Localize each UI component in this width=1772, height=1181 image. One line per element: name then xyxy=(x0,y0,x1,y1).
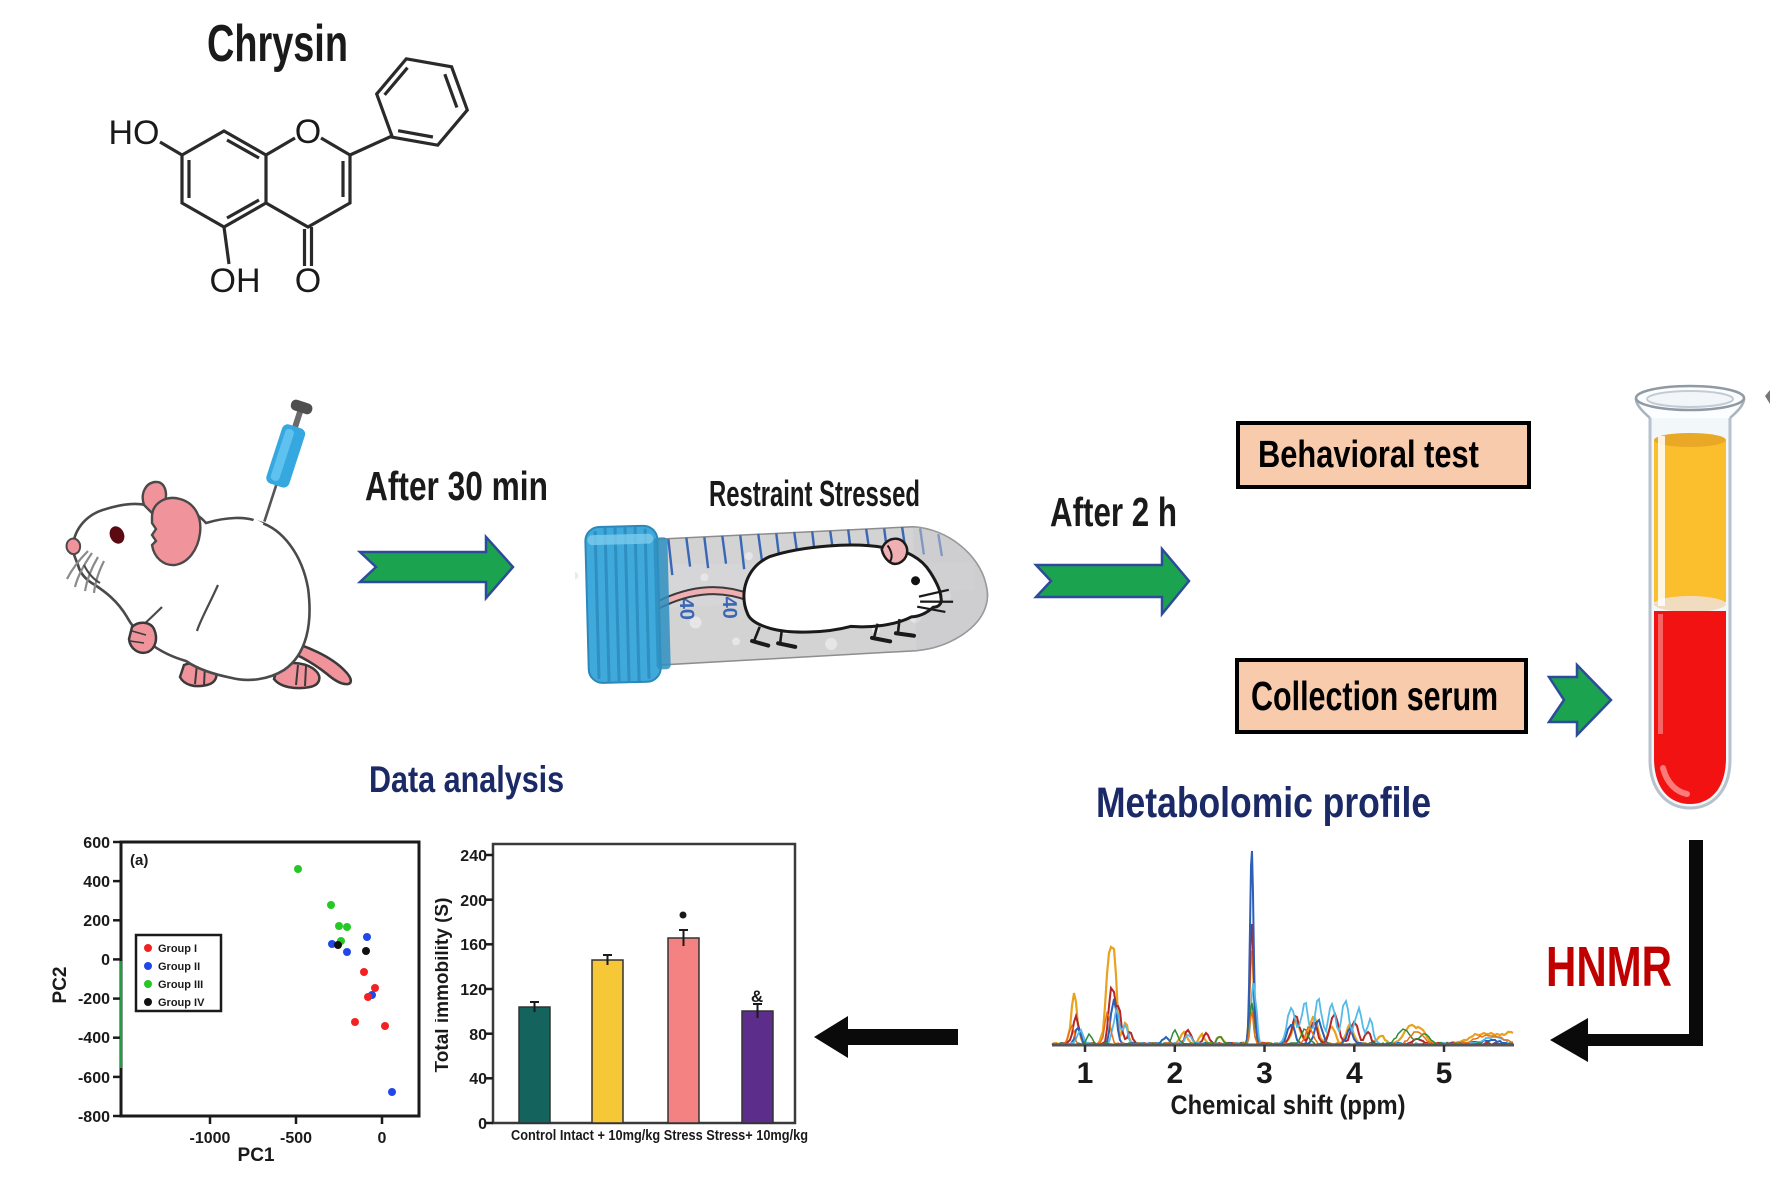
svg-text:4: 4 xyxy=(1346,1057,1363,1090)
svg-text:-1000: -1000 xyxy=(190,1130,231,1147)
svg-text:120: 120 xyxy=(460,982,487,999)
svg-text:600: 600 xyxy=(83,835,110,852)
svg-text:Control Intact + 10mg/kg Stres: Control Intact + 10mg/kg Stress Stress+ … xyxy=(511,1128,808,1144)
svg-text:Group IV: Group IV xyxy=(158,997,205,1009)
svg-text:2: 2 xyxy=(1166,1057,1183,1090)
svg-text:Group III: Group III xyxy=(158,979,203,991)
svg-text:PC1: PC1 xyxy=(238,1145,275,1166)
svg-text:200: 200 xyxy=(83,913,110,930)
svg-text:-500: -500 xyxy=(280,1130,312,1147)
svg-text:-400: -400 xyxy=(78,1030,110,1047)
svg-text:200: 200 xyxy=(460,893,487,910)
svg-text:Group II: Group II xyxy=(158,961,200,973)
svg-text:40: 40 xyxy=(675,597,698,620)
svg-text:0: 0 xyxy=(378,1130,387,1147)
svg-text:0: 0 xyxy=(101,952,110,969)
svg-text:40: 40 xyxy=(718,596,741,619)
svg-text:80: 80 xyxy=(469,1027,487,1044)
svg-text:40: 40 xyxy=(469,1071,487,1088)
svg-text:-600: -600 xyxy=(78,1070,110,1087)
svg-text:(a): (a) xyxy=(130,852,148,869)
svg-text:PC2: PC2 xyxy=(50,967,71,1004)
svg-text:0: 0 xyxy=(478,1116,487,1133)
svg-text:5: 5 xyxy=(1436,1057,1453,1090)
svg-text:O: O xyxy=(295,262,321,300)
svg-text:OH: OH xyxy=(210,262,261,300)
svg-text:400: 400 xyxy=(83,874,110,891)
svg-text:Chemical shift (ppm): Chemical shift (ppm) xyxy=(1171,1090,1406,1120)
svg-text:-200: -200 xyxy=(78,991,110,1008)
svg-text:Group I: Group I xyxy=(158,943,197,955)
svg-text:1: 1 xyxy=(1077,1057,1094,1090)
svg-text:Total immobility (S): Total immobility (S) xyxy=(435,898,453,1073)
svg-text:-800: -800 xyxy=(78,1109,110,1126)
svg-text:240: 240 xyxy=(460,848,487,865)
svg-text:160: 160 xyxy=(460,937,487,954)
svg-text:3: 3 xyxy=(1256,1057,1273,1090)
svg-text:&: & xyxy=(751,987,763,1006)
svg-text:O: O xyxy=(295,113,321,151)
svg-text:HO: HO xyxy=(109,114,160,152)
